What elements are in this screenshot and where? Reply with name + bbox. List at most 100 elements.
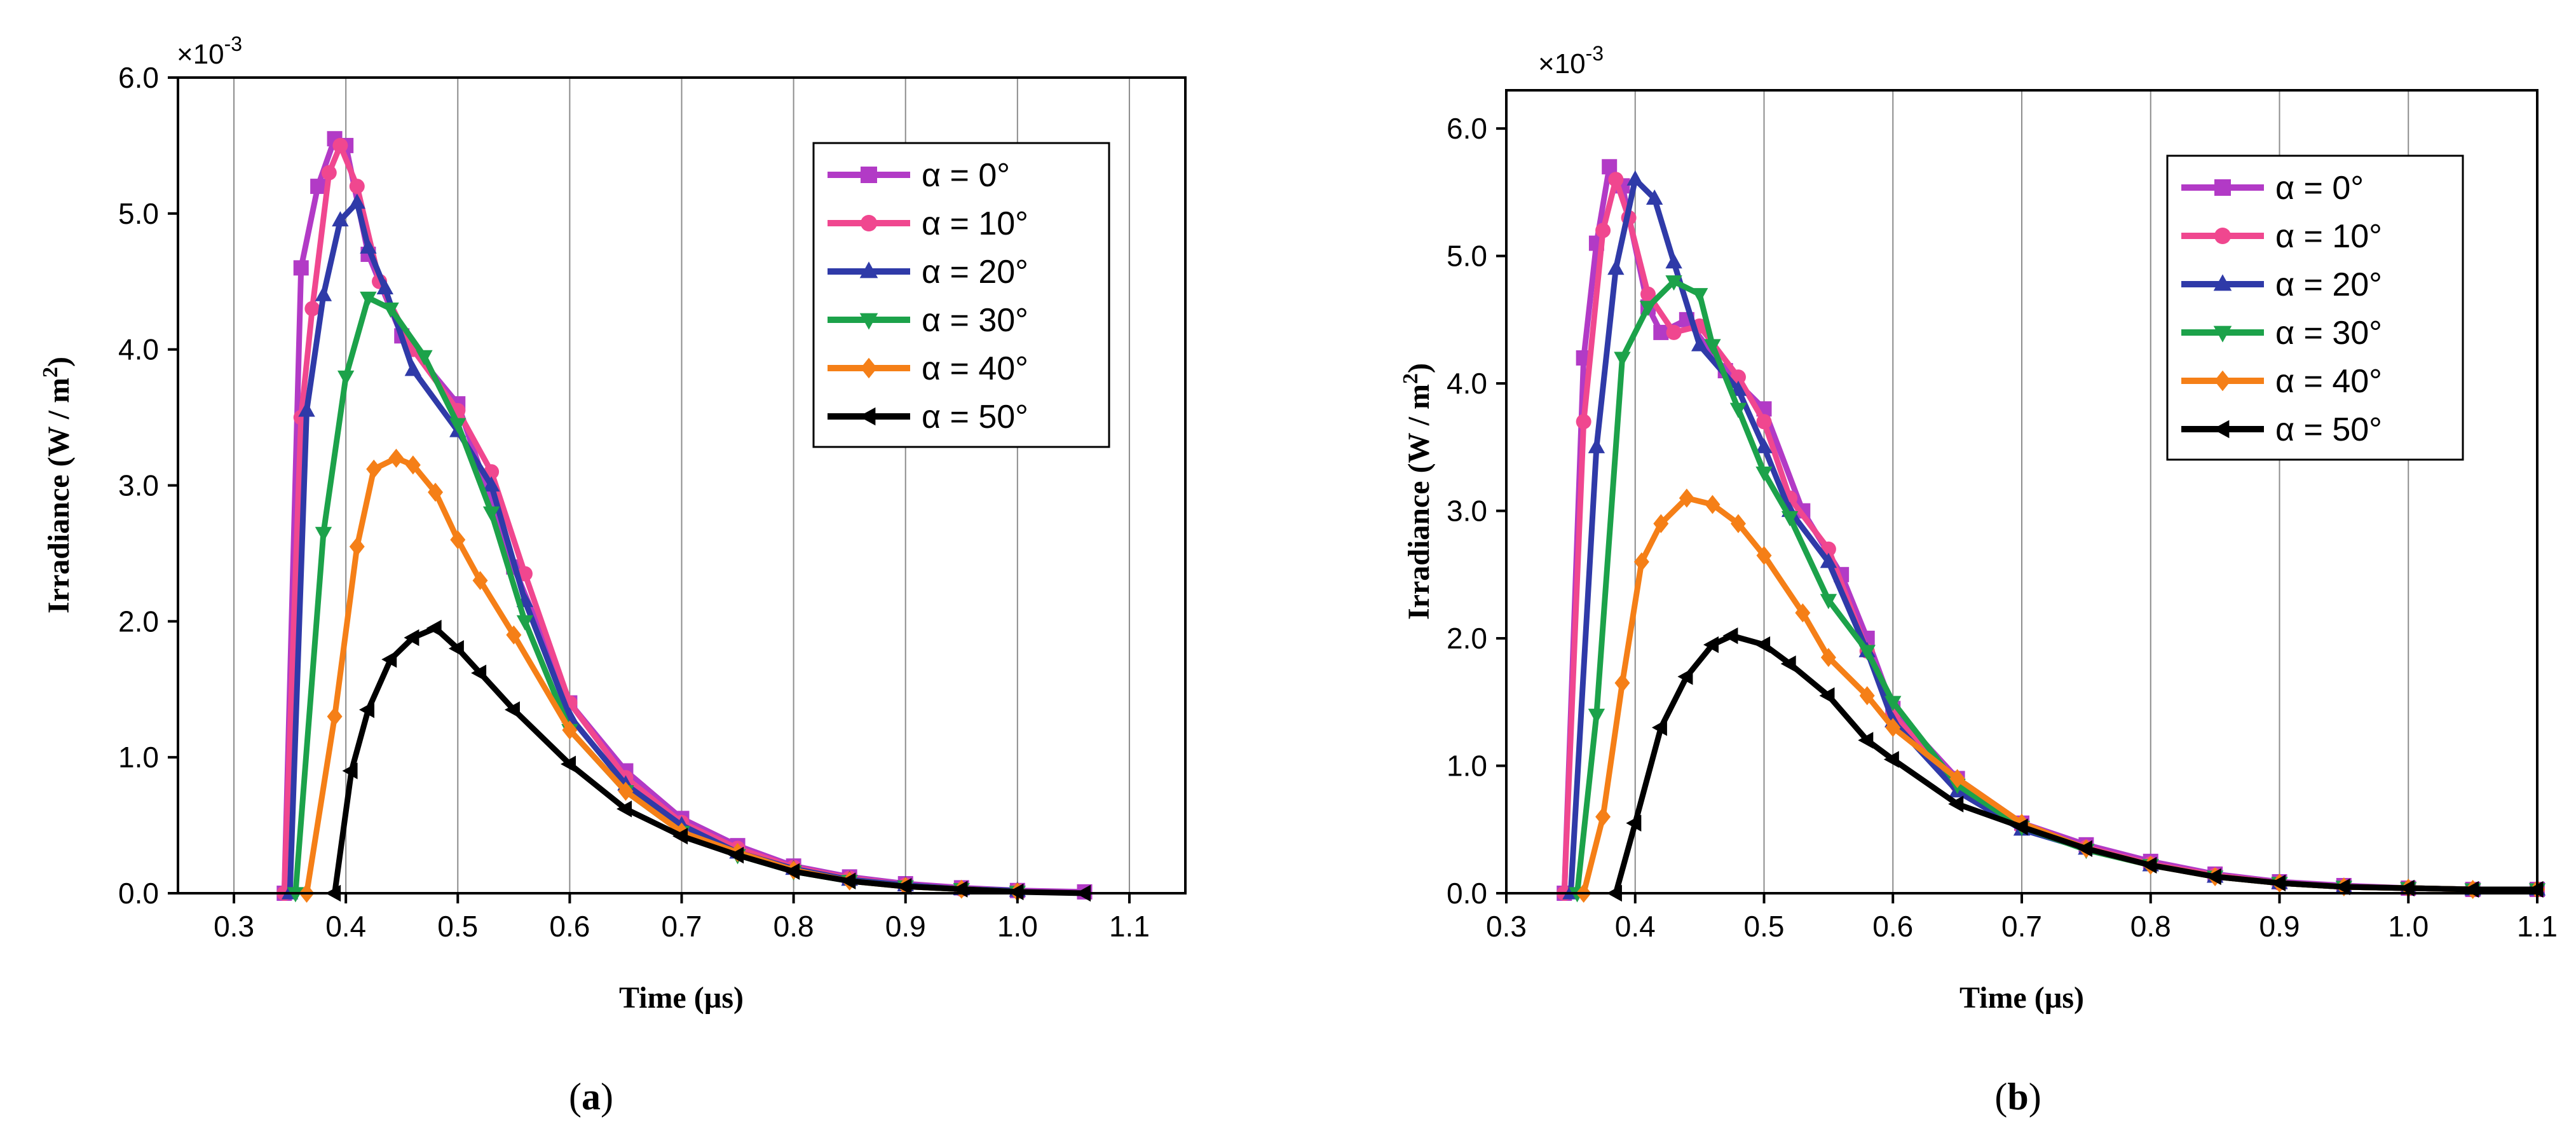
- x-axis-title: Time (µs): [1959, 981, 2084, 1015]
- data-point: [332, 137, 348, 153]
- data-point: [337, 370, 355, 386]
- data-point: [1703, 636, 1719, 654]
- data-point: [1665, 275, 1682, 291]
- legend-marker: [2214, 228, 2231, 244]
- data-point: [472, 571, 488, 591]
- data-point: [1858, 645, 1876, 661]
- series-group: [1557, 159, 2546, 903]
- data-point: [1576, 414, 1591, 430]
- legend-box: [2166, 154, 2464, 461]
- data-point: [840, 872, 856, 889]
- data-point: [2141, 856, 2157, 874]
- data-point: [504, 701, 520, 718]
- x-tick-label: 0.7: [2001, 910, 2042, 943]
- data-point: [1691, 288, 1708, 304]
- x-tick-label: 0.5: [1744, 910, 1785, 943]
- data-point: [1640, 286, 1656, 302]
- data-point: [2270, 874, 2286, 892]
- data-point: [562, 720, 578, 740]
- x-tick-label: 0.3: [1486, 910, 1527, 943]
- x-tick-label: 0.8: [2130, 910, 2171, 943]
- data-point: [348, 193, 365, 209]
- legend-item: α = 50°: [828, 399, 1028, 435]
- legend-label: α = 20°: [2275, 266, 2382, 303]
- data-point: [1730, 514, 1746, 533]
- legend-label: α = 30°: [922, 302, 1028, 339]
- legend-label: α = 30°: [2275, 315, 2382, 352]
- data-point: [1780, 655, 1796, 673]
- data-point: [784, 863, 800, 880]
- data-point: [315, 526, 332, 542]
- legend-label: α = 40°: [2275, 363, 2382, 400]
- legend-marker: [2214, 370, 2231, 392]
- data-point: [1884, 696, 1902, 711]
- y-tick-label: 2.0: [1447, 622, 1487, 655]
- data-point: [310, 179, 326, 195]
- data-point: [450, 530, 466, 550]
- data-point: [1607, 259, 1625, 275]
- legend-marker: [861, 357, 877, 379]
- y-tick-label: 6.0: [1447, 112, 1487, 145]
- x-tick-label: 1.0: [2388, 910, 2429, 943]
- legend-item: α = 40°: [828, 350, 1028, 387]
- data-point: [1820, 648, 1836, 668]
- data-point: [1949, 769, 1965, 788]
- x-axis-ticks: 0.3 0.4 0.5 0.6 0.7 0.8 0.9 1.0 1.1: [214, 893, 1150, 943]
- data-point: [1626, 814, 1642, 832]
- data-point: [516, 615, 534, 631]
- data-point: [349, 179, 365, 195]
- data-point: [1885, 718, 1901, 737]
- data-point: [360, 238, 377, 254]
- y-tick-label: 6.0: [118, 61, 159, 94]
- legend-label: α = 0°: [922, 157, 1010, 194]
- legend-label: α = 0°: [2275, 170, 2364, 207]
- legend-item: α = 0°: [2181, 170, 2364, 207]
- data-point: [1679, 488, 1694, 508]
- y-axis-ticks: 0.0 1.0 2.0 3.0 4.0 5.0 6.0: [118, 61, 178, 910]
- data-point: [1588, 437, 1605, 453]
- legend-label: α = 20°: [922, 254, 1028, 291]
- data-point: [1883, 751, 1899, 768]
- data-point: [1633, 552, 1649, 572]
- data-point: [404, 360, 422, 376]
- data-point: [1646, 189, 1663, 205]
- y-tick-label: 0.0: [1447, 877, 1487, 910]
- legend-marker: [859, 407, 876, 426]
- data-point: [1608, 172, 1624, 188]
- data-point: [1614, 352, 1631, 367]
- legend-label: α = 50°: [922, 399, 1028, 435]
- data-point: [428, 483, 444, 502]
- series-6: [325, 619, 1091, 902]
- chart-panel-a: 0.3 0.4 0.5 0.6 0.7 0.8 0.9 1.0 1.1 0.0 1.0 2.0 3.0 4…: [39, 32, 1187, 1118]
- data-point: [2205, 868, 2221, 886]
- data-point: [426, 619, 442, 637]
- x-tick-label: 1.1: [2517, 910, 2558, 943]
- data-point: [1755, 466, 1773, 482]
- data-point: [672, 827, 688, 845]
- data-point: [1651, 719, 1667, 736]
- data-point: [1781, 511, 1799, 526]
- data-point: [1705, 495, 1721, 514]
- legend-item: α = 0°: [828, 157, 1010, 194]
- legend-item: α = 30°: [828, 302, 1028, 339]
- data-point: [1859, 686, 1875, 706]
- y-tick-label: 5.0: [118, 197, 159, 230]
- data-point: [1755, 437, 1773, 453]
- data-point: [560, 755, 576, 773]
- data-point: [366, 459, 382, 479]
- x-tick-label: 0.5: [437, 910, 478, 943]
- legend-box: [812, 142, 1110, 448]
- legend-label: α = 40°: [922, 350, 1028, 387]
- data-point: [382, 302, 399, 318]
- data-point: [471, 664, 487, 682]
- data-point: [360, 291, 377, 307]
- y-tick-label: 3.0: [1447, 495, 1487, 528]
- x-tick-label: 0.6: [1872, 910, 1913, 943]
- x-tick-label: 0.3: [214, 910, 254, 943]
- data-point: [1653, 324, 1669, 340]
- data-point: [1756, 545, 1772, 565]
- legend-item: α = 40°: [2181, 363, 2382, 400]
- data-point: [1704, 339, 1721, 355]
- data-point: [327, 707, 343, 727]
